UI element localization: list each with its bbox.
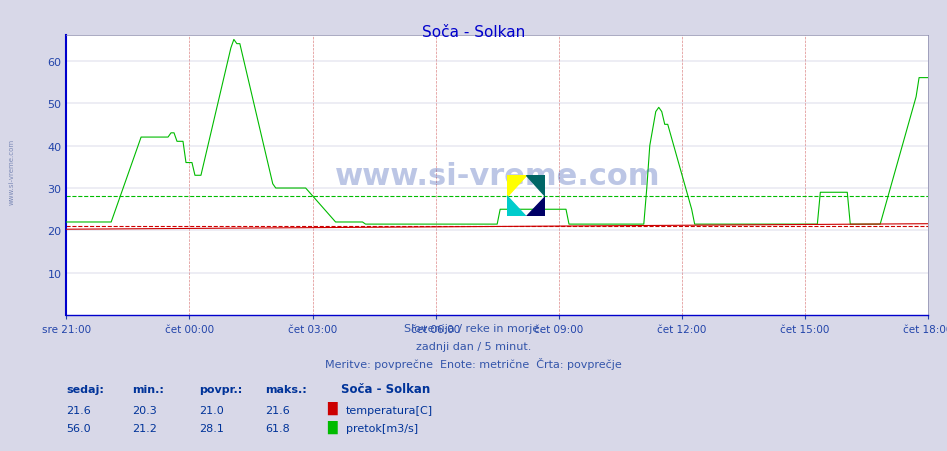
- Polygon shape: [507, 176, 526, 196]
- Polygon shape: [526, 176, 545, 196]
- Text: www.si-vreme.com: www.si-vreme.com: [9, 138, 14, 204]
- Text: Meritve: povprečne  Enote: metrične  Črta: povprečje: Meritve: povprečne Enote: metrične Črta:…: [325, 358, 622, 369]
- Text: 21.6: 21.6: [66, 405, 91, 414]
- Text: █: █: [327, 401, 336, 414]
- Text: min.:: min.:: [133, 384, 165, 394]
- Text: Soča - Solkan: Soča - Solkan: [341, 382, 430, 396]
- Text: Slovenija / reke in morje.: Slovenija / reke in morje.: [404, 323, 543, 333]
- Polygon shape: [507, 196, 526, 216]
- Text: 28.1: 28.1: [199, 423, 223, 433]
- Text: 61.8: 61.8: [265, 423, 290, 433]
- Text: 20.3: 20.3: [133, 405, 157, 414]
- Text: maks.:: maks.:: [265, 384, 307, 394]
- Text: temperatura[C]: temperatura[C]: [346, 405, 433, 414]
- Text: 21.2: 21.2: [133, 423, 157, 433]
- Text: zadnji dan / 5 minut.: zadnji dan / 5 minut.: [416, 341, 531, 351]
- Text: 21.6: 21.6: [265, 405, 290, 414]
- Text: sedaj:: sedaj:: [66, 384, 104, 394]
- Text: povpr.:: povpr.:: [199, 384, 242, 394]
- Text: 21.0: 21.0: [199, 405, 223, 414]
- Text: █: █: [327, 419, 336, 433]
- Text: www.si-vreme.com: www.si-vreme.com: [334, 161, 660, 190]
- Text: Soča - Solkan: Soča - Solkan: [421, 25, 526, 40]
- Text: 56.0: 56.0: [66, 423, 91, 433]
- Text: pretok[m3/s]: pretok[m3/s]: [346, 423, 418, 433]
- Polygon shape: [526, 196, 545, 216]
